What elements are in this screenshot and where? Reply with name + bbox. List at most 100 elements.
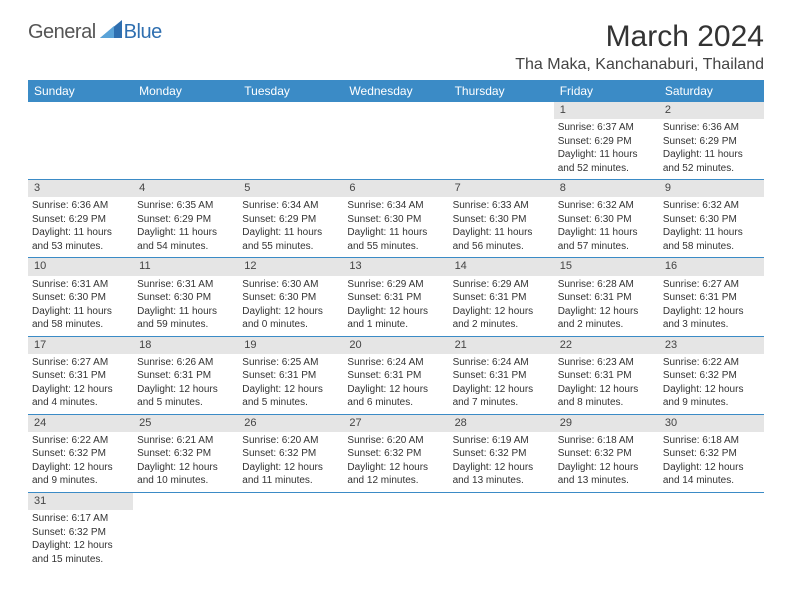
day-info: Sunrise: 6:17 AMSunset: 6:32 PMDaylight:… [28, 510, 133, 570]
empty-cell [343, 102, 448, 180]
day-cell: 31Sunrise: 6:17 AMSunset: 6:32 PMDayligh… [28, 492, 133, 570]
day-info: Sunrise: 6:34 AMSunset: 6:29 PMDaylight:… [238, 197, 343, 257]
day-number: 22 [554, 337, 659, 354]
day-cell: 20Sunrise: 6:24 AMSunset: 6:31 PMDayligh… [343, 336, 448, 414]
day-info: Sunrise: 6:32 AMSunset: 6:30 PMDaylight:… [659, 197, 764, 257]
empty-cell [449, 492, 554, 570]
day-cell: 28Sunrise: 6:19 AMSunset: 6:32 PMDayligh… [449, 414, 554, 492]
day-info: Sunrise: 6:29 AMSunset: 6:31 PMDaylight:… [343, 276, 448, 336]
day-number: 1 [554, 102, 659, 119]
day-number: 26 [238, 415, 343, 432]
empty-cell [659, 492, 764, 570]
empty-cell [238, 102, 343, 180]
day-cell: 9Sunrise: 6:32 AMSunset: 6:30 PMDaylight… [659, 180, 764, 258]
day-number: 11 [133, 258, 238, 275]
day-number: 29 [554, 415, 659, 432]
day-cell: 5Sunrise: 6:34 AMSunset: 6:29 PMDaylight… [238, 180, 343, 258]
day-info: Sunrise: 6:22 AMSunset: 6:32 PMDaylight:… [28, 432, 133, 492]
logo-triangle-icon [100, 20, 122, 44]
day-number: 28 [449, 415, 554, 432]
day-cell: 11Sunrise: 6:31 AMSunset: 6:30 PMDayligh… [133, 258, 238, 336]
day-number: 6 [343, 180, 448, 197]
day-number: 9 [659, 180, 764, 197]
weekday-header: Wednesday [343, 80, 448, 102]
day-cell: 25Sunrise: 6:21 AMSunset: 6:32 PMDayligh… [133, 414, 238, 492]
day-cell: 14Sunrise: 6:29 AMSunset: 6:31 PMDayligh… [449, 258, 554, 336]
day-info: Sunrise: 6:27 AMSunset: 6:31 PMDaylight:… [659, 276, 764, 336]
day-number: 8 [554, 180, 659, 197]
day-number: 17 [28, 337, 133, 354]
page-subtitle: Tha Maka, Kanchanaburi, Thailand [515, 56, 764, 74]
day-info: Sunrise: 6:36 AMSunset: 6:29 PMDaylight:… [28, 197, 133, 257]
empty-cell [554, 492, 659, 570]
day-cell: 16Sunrise: 6:27 AMSunset: 6:31 PMDayligh… [659, 258, 764, 336]
day-info: Sunrise: 6:37 AMSunset: 6:29 PMDaylight:… [554, 119, 659, 179]
day-cell: 22Sunrise: 6:23 AMSunset: 6:31 PMDayligh… [554, 336, 659, 414]
day-cell: 24Sunrise: 6:22 AMSunset: 6:32 PMDayligh… [28, 414, 133, 492]
day-cell: 7Sunrise: 6:33 AMSunset: 6:30 PMDaylight… [449, 180, 554, 258]
day-cell: 4Sunrise: 6:35 AMSunset: 6:29 PMDaylight… [133, 180, 238, 258]
day-info: Sunrise: 6:36 AMSunset: 6:29 PMDaylight:… [659, 119, 764, 179]
day-number: 13 [343, 258, 448, 275]
day-number: 21 [449, 337, 554, 354]
day-number: 14 [449, 258, 554, 275]
day-cell: 6Sunrise: 6:34 AMSunset: 6:30 PMDaylight… [343, 180, 448, 258]
empty-cell [343, 492, 448, 570]
day-info: Sunrise: 6:23 AMSunset: 6:31 PMDaylight:… [554, 354, 659, 414]
day-cell: 27Sunrise: 6:20 AMSunset: 6:32 PMDayligh… [343, 414, 448, 492]
empty-cell [238, 492, 343, 570]
day-cell: 17Sunrise: 6:27 AMSunset: 6:31 PMDayligh… [28, 336, 133, 414]
weekday-header: Thursday [449, 80, 554, 102]
day-info: Sunrise: 6:18 AMSunset: 6:32 PMDaylight:… [659, 432, 764, 492]
day-cell: 10Sunrise: 6:31 AMSunset: 6:30 PMDayligh… [28, 258, 133, 336]
day-info: Sunrise: 6:29 AMSunset: 6:31 PMDaylight:… [449, 276, 554, 336]
day-info: Sunrise: 6:19 AMSunset: 6:32 PMDaylight:… [449, 432, 554, 492]
day-info: Sunrise: 6:32 AMSunset: 6:30 PMDaylight:… [554, 197, 659, 257]
day-number: 15 [554, 258, 659, 275]
day-number: 3 [28, 180, 133, 197]
brand-word2: Blue [124, 21, 162, 44]
day-cell: 12Sunrise: 6:30 AMSunset: 6:30 PMDayligh… [238, 258, 343, 336]
day-info: Sunrise: 6:20 AMSunset: 6:32 PMDaylight:… [343, 432, 448, 492]
day-info: Sunrise: 6:28 AMSunset: 6:31 PMDaylight:… [554, 276, 659, 336]
day-cell: 3Sunrise: 6:36 AMSunset: 6:29 PMDaylight… [28, 180, 133, 258]
day-cell: 1Sunrise: 6:37 AMSunset: 6:29 PMDaylight… [554, 102, 659, 180]
brand-word1: General [28, 21, 96, 44]
day-number: 10 [28, 258, 133, 275]
weekday-header: Tuesday [238, 80, 343, 102]
day-info: Sunrise: 6:34 AMSunset: 6:30 PMDaylight:… [343, 197, 448, 257]
day-cell: 30Sunrise: 6:18 AMSunset: 6:32 PMDayligh… [659, 414, 764, 492]
calendar-table: SundayMondayTuesdayWednesdayThursdayFrid… [28, 80, 764, 570]
day-info: Sunrise: 6:20 AMSunset: 6:32 PMDaylight:… [238, 432, 343, 492]
day-cell: 21Sunrise: 6:24 AMSunset: 6:31 PMDayligh… [449, 336, 554, 414]
day-info: Sunrise: 6:21 AMSunset: 6:32 PMDaylight:… [133, 432, 238, 492]
day-info: Sunrise: 6:24 AMSunset: 6:31 PMDaylight:… [343, 354, 448, 414]
day-number: 20 [343, 337, 448, 354]
day-cell: 8Sunrise: 6:32 AMSunset: 6:30 PMDaylight… [554, 180, 659, 258]
day-number: 31 [28, 493, 133, 510]
day-cell: 19Sunrise: 6:25 AMSunset: 6:31 PMDayligh… [238, 336, 343, 414]
day-info: Sunrise: 6:31 AMSunset: 6:30 PMDaylight:… [133, 276, 238, 336]
day-info: Sunrise: 6:22 AMSunset: 6:32 PMDaylight:… [659, 354, 764, 414]
day-info: Sunrise: 6:30 AMSunset: 6:30 PMDaylight:… [238, 276, 343, 336]
day-cell: 23Sunrise: 6:22 AMSunset: 6:32 PMDayligh… [659, 336, 764, 414]
day-number: 16 [659, 258, 764, 275]
page-title: March 2024 [515, 20, 764, 54]
day-info: Sunrise: 6:31 AMSunset: 6:30 PMDaylight:… [28, 276, 133, 336]
day-info: Sunrise: 6:18 AMSunset: 6:32 PMDaylight:… [554, 432, 659, 492]
day-info: Sunrise: 6:26 AMSunset: 6:31 PMDaylight:… [133, 354, 238, 414]
day-info: Sunrise: 6:27 AMSunset: 6:31 PMDaylight:… [28, 354, 133, 414]
day-number: 30 [659, 415, 764, 432]
day-number: 24 [28, 415, 133, 432]
day-number: 7 [449, 180, 554, 197]
weekday-header: Monday [133, 80, 238, 102]
day-number: 5 [238, 180, 343, 197]
empty-cell [133, 492, 238, 570]
day-info: Sunrise: 6:25 AMSunset: 6:31 PMDaylight:… [238, 354, 343, 414]
day-cell: 18Sunrise: 6:26 AMSunset: 6:31 PMDayligh… [133, 336, 238, 414]
weekday-header: Friday [554, 80, 659, 102]
day-number: 4 [133, 180, 238, 197]
day-number: 25 [133, 415, 238, 432]
weekday-header: Saturday [659, 80, 764, 102]
day-cell: 13Sunrise: 6:29 AMSunset: 6:31 PMDayligh… [343, 258, 448, 336]
